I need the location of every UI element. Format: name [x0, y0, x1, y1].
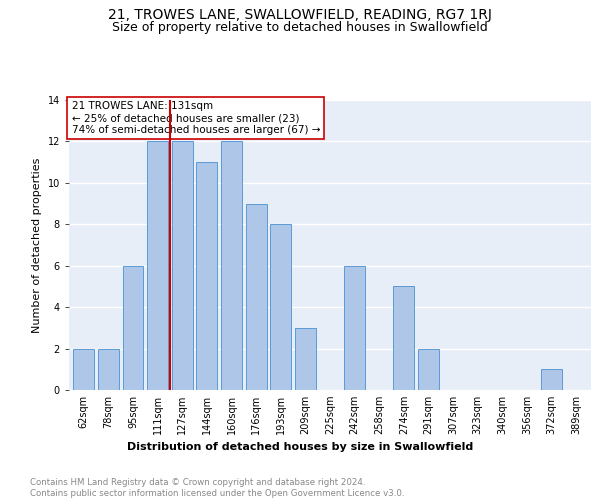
Bar	[394, 286, 415, 390]
Bar	[270, 224, 291, 390]
Bar	[344, 266, 365, 390]
Bar	[295, 328, 316, 390]
Bar	[73, 348, 94, 390]
Bar	[541, 370, 562, 390]
Bar	[147, 142, 168, 390]
Bar	[98, 348, 119, 390]
Text: 21, TROWES LANE, SWALLOWFIELD, READING, RG7 1RJ: 21, TROWES LANE, SWALLOWFIELD, READING, …	[108, 8, 492, 22]
Text: Contains HM Land Registry data © Crown copyright and database right 2024.
Contai: Contains HM Land Registry data © Crown c…	[30, 478, 404, 498]
Bar	[245, 204, 266, 390]
Bar	[418, 348, 439, 390]
Bar	[172, 142, 193, 390]
Y-axis label: Number of detached properties: Number of detached properties	[32, 158, 42, 332]
Text: 21 TROWES LANE: 131sqm
← 25% of detached houses are smaller (23)
74% of semi-det: 21 TROWES LANE: 131sqm ← 25% of detached…	[71, 102, 320, 134]
Bar	[221, 142, 242, 390]
Bar	[122, 266, 143, 390]
Text: Distribution of detached houses by size in Swallowfield: Distribution of detached houses by size …	[127, 442, 473, 452]
Bar	[196, 162, 217, 390]
Text: Size of property relative to detached houses in Swallowfield: Size of property relative to detached ho…	[112, 21, 488, 34]
